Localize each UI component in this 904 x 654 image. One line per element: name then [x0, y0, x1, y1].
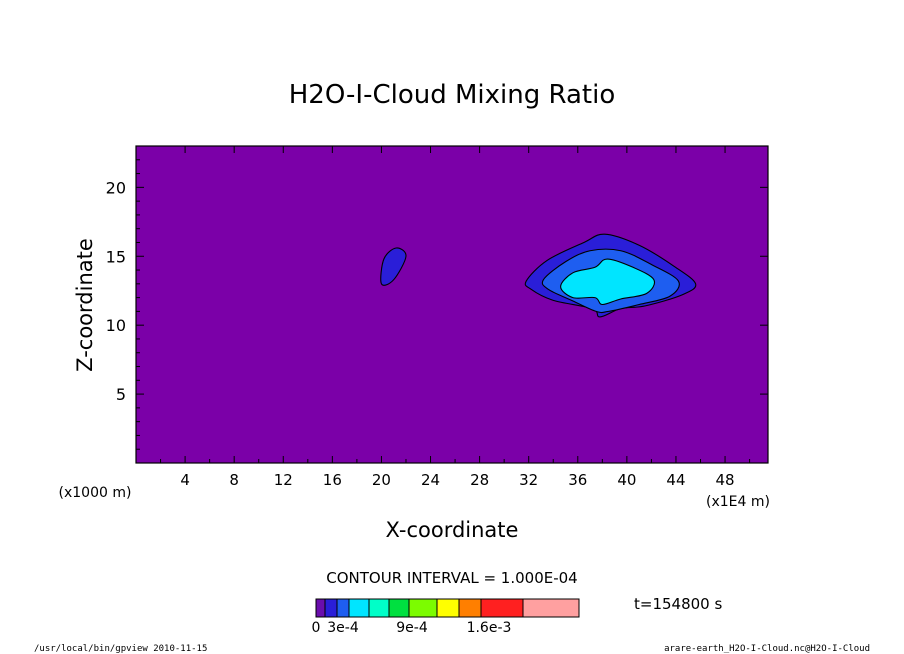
chart-title: H2O-I-Cloud Mixing Ratio	[289, 80, 616, 110]
small-cloud-cell	[380, 247, 407, 286]
y-tick-label: 15	[106, 247, 126, 266]
colorbar-label: 9e-4	[396, 620, 428, 636]
x-tick-label: 20	[372, 471, 391, 489]
x-tick-label: 48	[716, 471, 735, 489]
y-unit-label: (x1000 m)	[59, 485, 132, 501]
colorbar-swatch	[436, 598, 460, 618]
footer-right: arare-earth_H2O-I-Cloud.nc@H2O-I-Cloud	[664, 644, 870, 654]
y-axis-title: Z-coordinate	[73, 238, 97, 372]
x-tick-label: 32	[519, 471, 538, 489]
colorbar-label: 1.6e-3	[467, 620, 512, 636]
colorbar-labels: 0 3e-4 9e-4 1.6e-3	[312, 620, 512, 636]
colorbar-label: 0	[312, 620, 321, 636]
colorbar-swatch	[480, 598, 524, 618]
x-unit-label: (x1E4 m)	[706, 494, 770, 510]
colorbar-swatch	[458, 598, 482, 618]
x-tick-label: 44	[666, 471, 685, 489]
contour-layer	[380, 233, 697, 318]
y-tick-label: 20	[106, 178, 126, 197]
x-tick-label: 12	[274, 471, 293, 489]
plot-frame	[135, 145, 769, 464]
x-tick-label: 40	[617, 471, 636, 489]
time-label: t=154800 s	[634, 595, 722, 613]
colorbar-swatch	[522, 598, 580, 618]
footer-left: /usr/local/bin/gpview 2010-11-15	[34, 644, 207, 654]
x-tick-label: 24	[421, 471, 440, 489]
colorbar-swatch	[315, 598, 326, 618]
colorbar-swatch	[408, 598, 438, 618]
x-axis-title: X-coordinate	[386, 518, 519, 542]
y-tick-label: 10	[106, 316, 126, 335]
x-tick-label: 16	[323, 471, 342, 489]
contour-interval-label: CONTOUR INTERVAL = 1.000E-04	[326, 569, 577, 587]
colorbar-swatch	[324, 598, 338, 618]
main-cloud-level-3	[560, 258, 655, 306]
colorbar-swatch	[368, 598, 390, 618]
y-tick-label: 5	[116, 385, 126, 404]
plot-area	[136, 146, 768, 463]
x-tick-label: 8	[229, 471, 239, 489]
y-axis-ticks: 5 10 15 20	[106, 159, 768, 450]
colorbar	[315, 598, 580, 618]
colorbar-swatch	[388, 598, 410, 618]
x-tick-label: 36	[568, 471, 587, 489]
colorbar-swatch	[336, 598, 350, 618]
colorbar-swatch	[348, 598, 370, 618]
colorbar-label: 3e-4	[327, 620, 359, 636]
x-axis-ticks: 4 8 12 16 20 24 28 32 36 40 44 48	[160, 146, 751, 489]
x-tick-label: 4	[180, 471, 190, 489]
x-tick-label: 28	[470, 471, 489, 489]
